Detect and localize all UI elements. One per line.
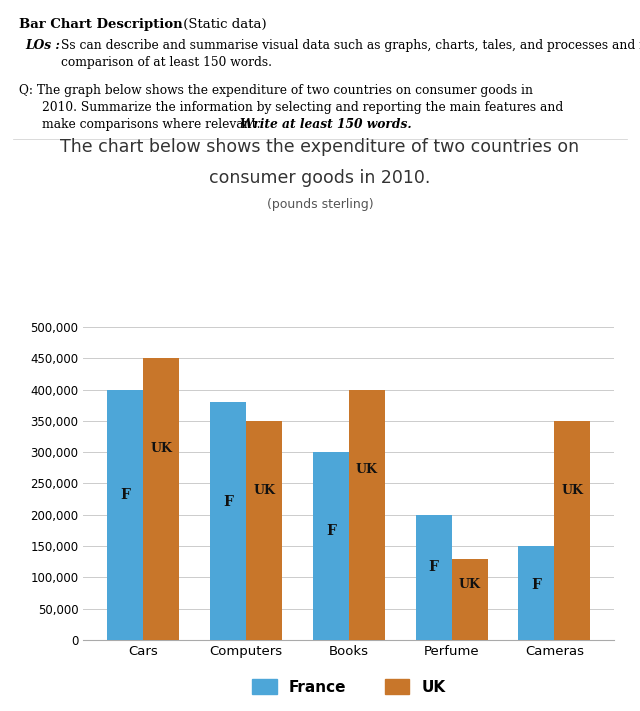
Text: F: F bbox=[531, 579, 541, 592]
Bar bbox=[518, 546, 554, 640]
Text: make comparisons where relevant.: make comparisons where relevant. bbox=[42, 118, 264, 131]
Text: Bar Chart Description: Bar Chart Description bbox=[19, 18, 183, 31]
Bar bbox=[349, 390, 385, 640]
Bar bbox=[108, 390, 143, 640]
Text: F: F bbox=[223, 495, 233, 509]
Text: UK: UK bbox=[356, 463, 378, 476]
Text: UK: UK bbox=[150, 442, 172, 455]
Text: Q: The graph below shows the expenditure of two countries on consumer goods in: Q: The graph below shows the expenditure… bbox=[19, 84, 533, 97]
Text: consumer goods in 2010.: consumer goods in 2010. bbox=[209, 169, 431, 187]
Bar bbox=[313, 452, 349, 640]
Bar bbox=[452, 559, 488, 640]
Legend: France, UK: France, UK bbox=[246, 673, 451, 701]
Text: 2010. Summarize the information by selecting and reporting the main features and: 2010. Summarize the information by selec… bbox=[42, 101, 563, 114]
Bar bbox=[143, 358, 179, 640]
Text: LOs :: LOs : bbox=[26, 39, 65, 52]
Text: (Static data): (Static data) bbox=[179, 18, 267, 31]
Text: The chart below shows the expenditure of two countries on: The chart below shows the expenditure of… bbox=[60, 139, 580, 156]
Text: F: F bbox=[326, 524, 336, 538]
Text: UK: UK bbox=[253, 484, 275, 498]
Text: F: F bbox=[120, 488, 131, 502]
Text: UK: UK bbox=[561, 484, 583, 498]
Text: Ss can describe and summarise visual data such as graphs, charts, tales, and pro: Ss can describe and summarise visual dat… bbox=[61, 39, 640, 52]
Text: (pounds sterling): (pounds sterling) bbox=[267, 198, 373, 211]
Bar bbox=[554, 421, 590, 640]
Text: comparison of at least 150 words.: comparison of at least 150 words. bbox=[61, 56, 272, 69]
Text: UK: UK bbox=[459, 578, 481, 591]
Bar bbox=[415, 515, 452, 640]
Bar bbox=[210, 402, 246, 640]
Text: F: F bbox=[429, 560, 438, 574]
Text: Write at least 150 words.: Write at least 150 words. bbox=[240, 118, 412, 131]
Bar bbox=[246, 421, 282, 640]
